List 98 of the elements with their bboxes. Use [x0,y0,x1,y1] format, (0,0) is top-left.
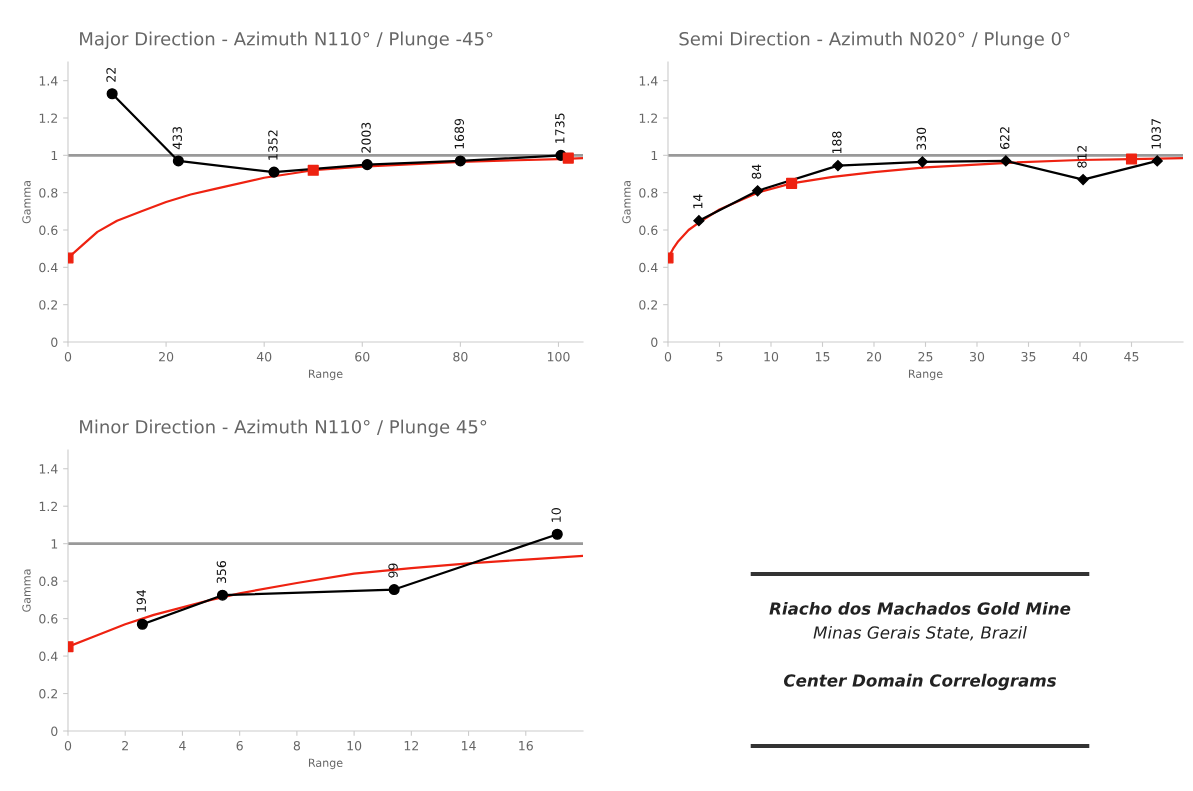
y-tick-label: 1.4 [39,464,58,474]
point [786,177,798,189]
x-tick-label: 25 [918,351,933,362]
annotation: 14 [693,194,703,209]
y-tick-label: 1.2 [39,501,58,511]
annotation: 356 [216,561,227,584]
text: Riacho dos Machados Gold Mine [769,601,1071,615]
annotation: 10 [551,508,561,522]
point [1151,155,1163,167]
point [916,156,929,168]
x-tick-label: 8 [293,740,301,751]
annotation: 1352 [268,130,278,160]
x-tick-label: 14 [461,741,476,751]
x-tick-label: 5 [716,352,723,362]
y-tick-label: 0.2 [39,689,58,699]
point [172,155,184,167]
x-axis-title: Range [908,369,943,381]
x-tick-label: 6 [236,740,243,751]
y-axis-title: Gamma [22,181,31,224]
y-tick-label: 0.6 [639,225,658,235]
y-tick-label: 0.4 [639,262,658,273]
y-tick-label: 0.4 [39,262,58,273]
x-tick-label: 35 [1021,351,1036,362]
y-tick-label: 1 [651,150,658,161]
point [388,584,400,596]
point [1000,155,1012,167]
y-tick-label: 0 [651,337,658,347]
chart-title: Minor Direction - Azimuth N110° / Plunge 45° [80,419,487,438]
x-tick-label: 0 [64,351,72,362]
y-tick-label: 0.8 [39,188,58,198]
text: Minas Gerais State, Brazil [813,625,1027,641]
annotation: 812 [1077,145,1087,168]
y-axis-title: Gamma [22,569,31,612]
x-tick-label: 12 [404,740,419,751]
y-tick-label: 1.4 [639,76,658,86]
x-tick-label: 10 [347,740,362,751]
y-tick-label: 0.6 [39,614,58,624]
y-tick-label: 0.2 [639,300,658,310]
y-tick-label: 1.4 [39,76,58,86]
point [693,215,705,227]
x-tick-label: 20 [159,351,174,362]
x-tick-label: 4 [179,741,186,751]
y-tick-label: 0.8 [39,576,58,587]
annotation: 1037 [1151,119,1161,149]
point [361,159,373,171]
y-tick-label: 0 [51,726,58,736]
annotation: 22 [106,67,116,82]
annotation: 84 [751,164,762,179]
point [832,159,844,172]
point [752,185,764,197]
chart-title: Semi Direction - Azimuth N020° / Plunge 0° [679,31,1070,50]
annotation: 622 [1000,127,1010,149]
x-tick-label: 80 [453,351,468,362]
y-tick-label: 0.2 [39,300,58,310]
point [216,589,229,601]
x-tick-label: 0 [664,351,672,362]
y-tick-label: 1.2 [39,113,58,123]
x-axis-title: Range [308,758,343,770]
point [454,155,466,167]
point [307,164,319,176]
y-tick-label: 0.8 [639,188,658,198]
y-tick-label: 0.6 [39,225,58,235]
x-tick-label: 40 [1072,351,1088,362]
point [136,618,148,630]
annotation: 194 [136,589,147,612]
point [562,152,574,164]
annotation: 188 [832,131,842,154]
annotation: 99 [388,563,398,578]
point [1077,173,1089,186]
x-tick-label: 16 [519,740,533,751]
point [106,88,118,100]
text: Center Domain Correlograms [783,673,1057,691]
x-tick-label: 10 [764,351,779,362]
y-tick-label: 0.4 [39,651,58,661]
x-tick-label: 2 [122,740,128,751]
y-tick-label: 1 [51,150,58,161]
y-tick-label: 0 [51,337,58,347]
y-tick-label: 1 [51,539,58,549]
point [551,528,563,540]
x-tick-label: 40 [256,351,272,362]
x-tick-label: 100 [547,351,570,362]
point [1125,153,1138,165]
x-tick-label: 15 [815,352,830,362]
x-tick-label: 60 [355,351,370,362]
annotation: 2003 [361,122,371,153]
x-tick-label: 0 [64,740,72,751]
x-axis-title: Range [308,369,343,381]
x-tick-label: 45 [1124,352,1139,362]
y-axis-title: Gamma [622,181,631,224]
y-tick-label: 1.2 [639,113,658,123]
x-tick-label: 20 [866,351,882,362]
chart-title: Major Direction - Azimuth N110° / Plunge -45° [80,31,493,50]
annotation: 1735 [555,113,565,143]
x-tick-label: 30 [970,351,985,362]
annotation: 330 [916,127,927,150]
annotation: 1689 [454,118,465,149]
annotation: 433 [172,126,182,150]
point [268,166,280,178]
